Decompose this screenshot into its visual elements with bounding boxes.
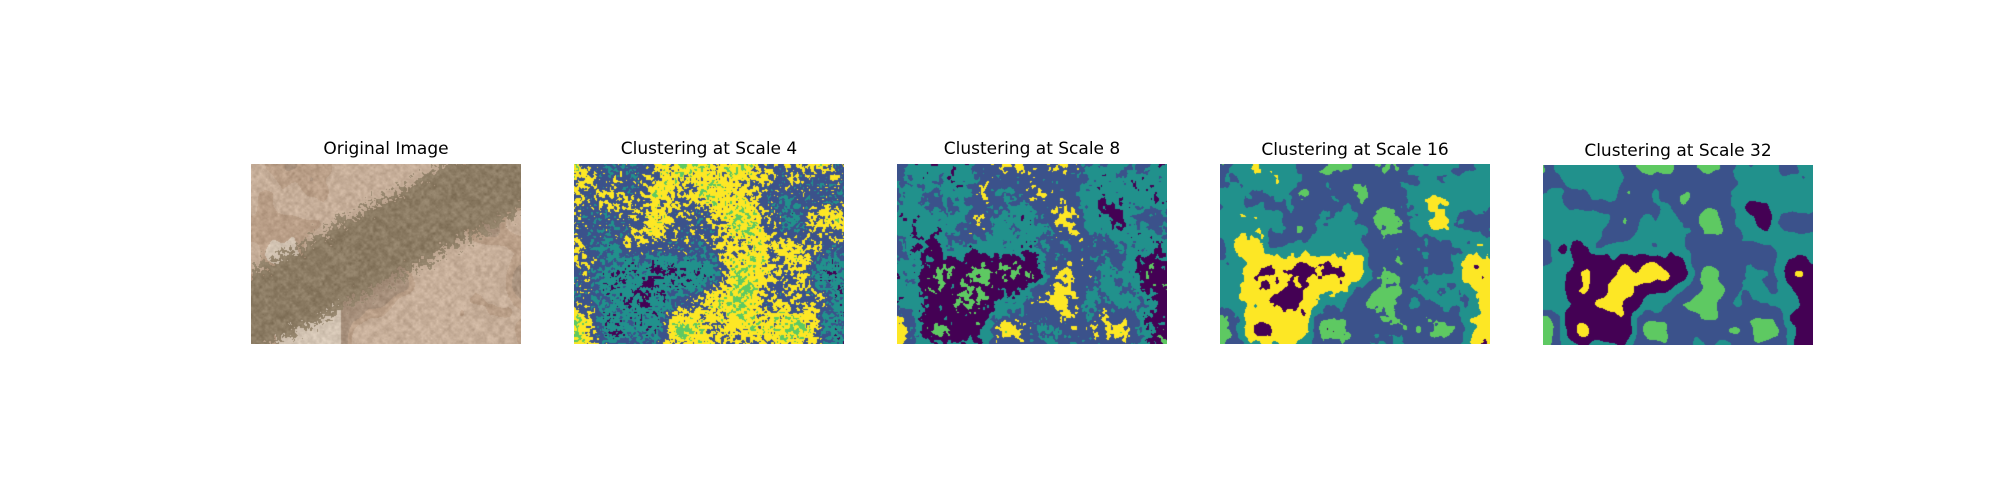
panel-clustering-scale-16: Clustering at Scale 16 — [1220, 0, 1490, 500]
panel-title: Clustering at Scale 4 — [620, 139, 798, 159]
panel-clustering-scale-8: Clustering at Scale 8 — [897, 0, 1167, 500]
cluster-map-scale-4 — [574, 164, 844, 344]
panel-title: Clustering at Scale 16 — [1261, 140, 1449, 160]
panel-clustering-scale-32: Clustering at Scale 32 — [1543, 0, 1813, 500]
panel-title: Clustering at Scale 8 — [943, 139, 1121, 159]
panel-title: Original Image — [323, 139, 449, 159]
cluster-map-scale-32 — [1543, 165, 1813, 345]
panel-original-image: Original Image — [251, 0, 521, 500]
panel-title: Clustering at Scale 32 — [1584, 141, 1772, 161]
cluster-map-scale-8 — [897, 164, 1167, 344]
panel-clustering-scale-4: Clustering at Scale 4 — [574, 0, 844, 500]
cluster-map-scale-16 — [1220, 164, 1490, 344]
original-image — [251, 164, 521, 344]
